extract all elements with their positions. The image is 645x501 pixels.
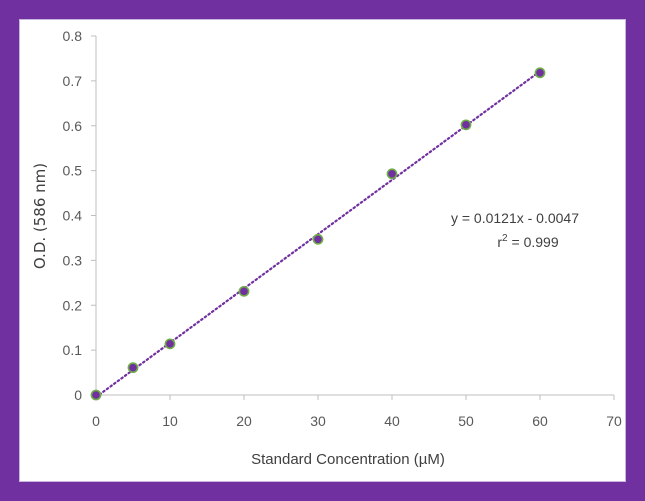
r-squared-superscript: 2 <box>502 233 508 244</box>
data-points <box>90 67 546 401</box>
x-tick-label: 60 <box>532 413 548 429</box>
x-tick-label: 30 <box>310 413 326 429</box>
data-point <box>164 338 176 350</box>
x-tick-label: 20 <box>236 413 252 429</box>
y-tick-label: 0.6 <box>63 118 83 134</box>
data-point <box>312 233 324 245</box>
y-tick-label: 0.1 <box>63 342 83 358</box>
data-point <box>238 285 250 297</box>
y-tick-label: 0 <box>74 387 82 403</box>
data-point <box>386 168 398 180</box>
x-tick-label: 70 <box>606 413 622 429</box>
x-axis-title: Standard Concentration (µM) <box>251 451 445 468</box>
y-tick-label: 0.2 <box>63 297 83 313</box>
y-tick-label: 0.8 <box>63 28 83 44</box>
x-tick-label: 50 <box>458 413 474 429</box>
r-squared-value: = 0.999 <box>508 234 559 250</box>
r-squared-prefix: r <box>497 234 502 250</box>
y-axis-title: O.D. (586 nm) <box>31 163 49 269</box>
y-tick-label: 0.5 <box>63 163 83 179</box>
y-tick-label: 0.7 <box>63 73 83 89</box>
y-tick-label: 0.3 <box>63 252 83 268</box>
chart-panel <box>19 19 626 482</box>
data-point <box>90 389 102 401</box>
data-point <box>127 362 139 374</box>
x-tick-label: 40 <box>384 413 400 429</box>
data-point <box>460 119 472 131</box>
y-tick-label: 0.4 <box>63 208 83 224</box>
trendline-equation: y = 0.0121x - 0.0047 <box>451 210 579 226</box>
r-squared-label: r2 = 0.999 <box>497 233 558 250</box>
x-tick-label: 10 <box>162 413 178 429</box>
axes <box>91 35 615 400</box>
x-tick-label: 0 <box>92 413 100 429</box>
axis-labels: 0 10 20 30 40 50 60 70 0 0.1 0.2 0.3 0.4 0.5 0.6 0.7 0.8 <box>63 28 622 429</box>
data-point <box>534 67 546 79</box>
